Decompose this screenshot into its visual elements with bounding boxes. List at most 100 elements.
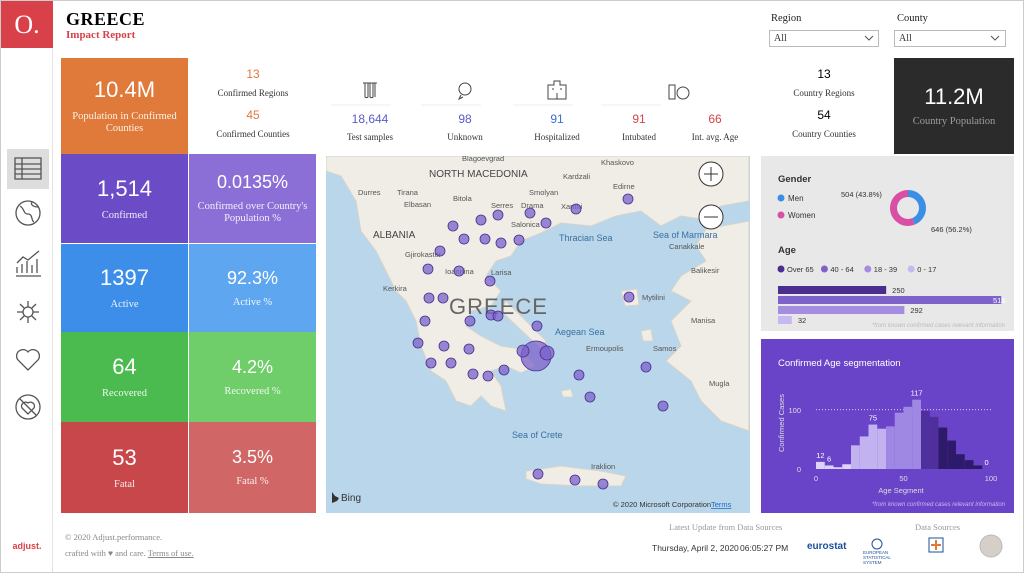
nav-globe[interactable] (15, 200, 41, 226)
brand: adjust. (12, 541, 42, 551)
stat-value: 13 (246, 67, 260, 81)
nav-chart[interactable] (16, 250, 41, 277)
case-bubble (434, 245, 446, 257)
histogram-bar (964, 460, 974, 469)
case-bubble (463, 343, 475, 355)
bar-label: 516 (993, 296, 1006, 305)
avatar[interactable] (979, 534, 1003, 558)
icon (457, 94, 464, 101)
stat-value: 91 (632, 112, 646, 126)
terms-link[interactable]: Terms of use. (147, 548, 194, 558)
tile-label: Active % (232, 296, 273, 308)
icon (17, 301, 39, 323)
histogram-bar (877, 428, 886, 469)
map-attribution: © 2020 Microsoft Corporation (613, 500, 711, 509)
select-value: All (774, 33, 787, 44)
stat-value: 18,644 (351, 112, 389, 126)
age-segmentation-chart: Confirmed Age segmentation 0 100 0 50 100 12 6 7… (777, 358, 1006, 508)
county-select[interactable]: All (894, 30, 1006, 47)
note: *from known confirmed cases relevant inf… (872, 502, 1006, 508)
update-date: Thursday, April 2, 2020 (652, 543, 739, 553)
filter-label: County (897, 13, 928, 24)
case-bubble (513, 234, 525, 246)
map-label: Khaskovo (601, 158, 634, 167)
logo[interactable]: O. (1, 1, 53, 48)
icon (704, 167, 718, 181)
tile-label: Population in Confirmed Counties (72, 111, 177, 134)
map-label: Kerkira (383, 284, 408, 293)
tile-value: 1,514 (96, 175, 153, 201)
case-bubble (573, 369, 585, 381)
map-label: Larisa (491, 268, 512, 277)
nav-fatal[interactable] (15, 394, 41, 420)
map-label: Samos (653, 344, 677, 353)
kpi-tile: 1397 Active (61, 244, 188, 332)
select-value: All (899, 33, 912, 44)
bar-label: 117 (911, 389, 923, 398)
histogram-bar (947, 440, 956, 469)
source-logo[interactable]: EUROPEAN STATISTICAL SYSTEM (863, 550, 891, 565)
map-label: Mytilini (642, 293, 665, 302)
slice-label: 504 (43.8%) (841, 190, 882, 199)
legend-dot (907, 265, 915, 273)
map-label: Thracian Sea (559, 233, 613, 243)
tile-value: 1397 (100, 265, 149, 290)
kpi-tile: 0.0135% Confirmed over Country's Populati… (189, 154, 316, 243)
stat: 91 Intubated (584, 112, 694, 142)
legend-dot (777, 194, 785, 202)
region-select[interactable]: All (769, 30, 879, 47)
case-bubble (458, 233, 470, 245)
stat-label: Int. avg. Age (691, 132, 739, 142)
crafted: crafted with ♥ and care. Terms of use. (65, 548, 194, 558)
stat: 66 Int. avg. Age (660, 112, 770, 142)
country-areas: 13 Country Regions 54 Country Counties (769, 67, 879, 139)
case-bubble (464, 315, 476, 327)
case-bubble (445, 357, 457, 369)
stat: 91 Hospitalized (502, 112, 612, 142)
stat-label: Test samples (346, 132, 394, 142)
legend-dot (820, 265, 828, 273)
confirmed-areas: 13 Confirmed Regions 45 Confirmed Counti… (198, 67, 308, 139)
population-tile: 10.4M Population in Confirmed Counties (61, 58, 188, 154)
map-label: Edirne (613, 182, 635, 191)
panel-title: Age (778, 245, 796, 256)
sidebar: O. adjust. (1, 1, 53, 572)
map-terms[interactable]: Terms (711, 500, 732, 509)
copyright: © 2020 Adjust.performance. (65, 532, 163, 542)
icon (931, 540, 941, 550)
panel-title: Gender (778, 174, 812, 185)
case-bubble (524, 207, 536, 219)
histogram-bar (938, 427, 948, 469)
age-bar (778, 306, 905, 314)
case-bubble (453, 265, 465, 277)
legend-label: Men (788, 194, 804, 203)
tile-value: 64 (112, 354, 137, 379)
case-bubble (492, 310, 504, 322)
stat: 98 Unknown (410, 112, 520, 142)
bar-label: 6 (827, 454, 831, 463)
zoom-out[interactable] (698, 204, 724, 230)
case-bubble (482, 370, 494, 382)
source-logo[interactable]: eurostat (807, 541, 847, 552)
nav-heart[interactable] (15, 348, 41, 371)
case-bubble (484, 275, 496, 287)
legend-label: Women (788, 211, 815, 220)
map-label: Serres (491, 201, 513, 210)
tile-value: 10.4M (93, 77, 156, 102)
donut-slice (889, 190, 915, 226)
kpi-tile: 92.3% Active % (189, 244, 316, 332)
icon (15, 158, 41, 179)
map-label: Tirana (397, 188, 419, 197)
icon-intubated (668, 84, 690, 100)
legend-label: 0 - 17 (917, 265, 936, 274)
zoom-in[interactable] (698, 161, 724, 187)
bar-label: 12 (816, 451, 824, 460)
case-bubble (492, 209, 504, 221)
case-bubble (516, 344, 530, 358)
donut-slice (908, 190, 926, 225)
age-bar (778, 286, 887, 294)
case-bubble (419, 315, 431, 327)
nav-virus[interactable] (22, 306, 34, 318)
